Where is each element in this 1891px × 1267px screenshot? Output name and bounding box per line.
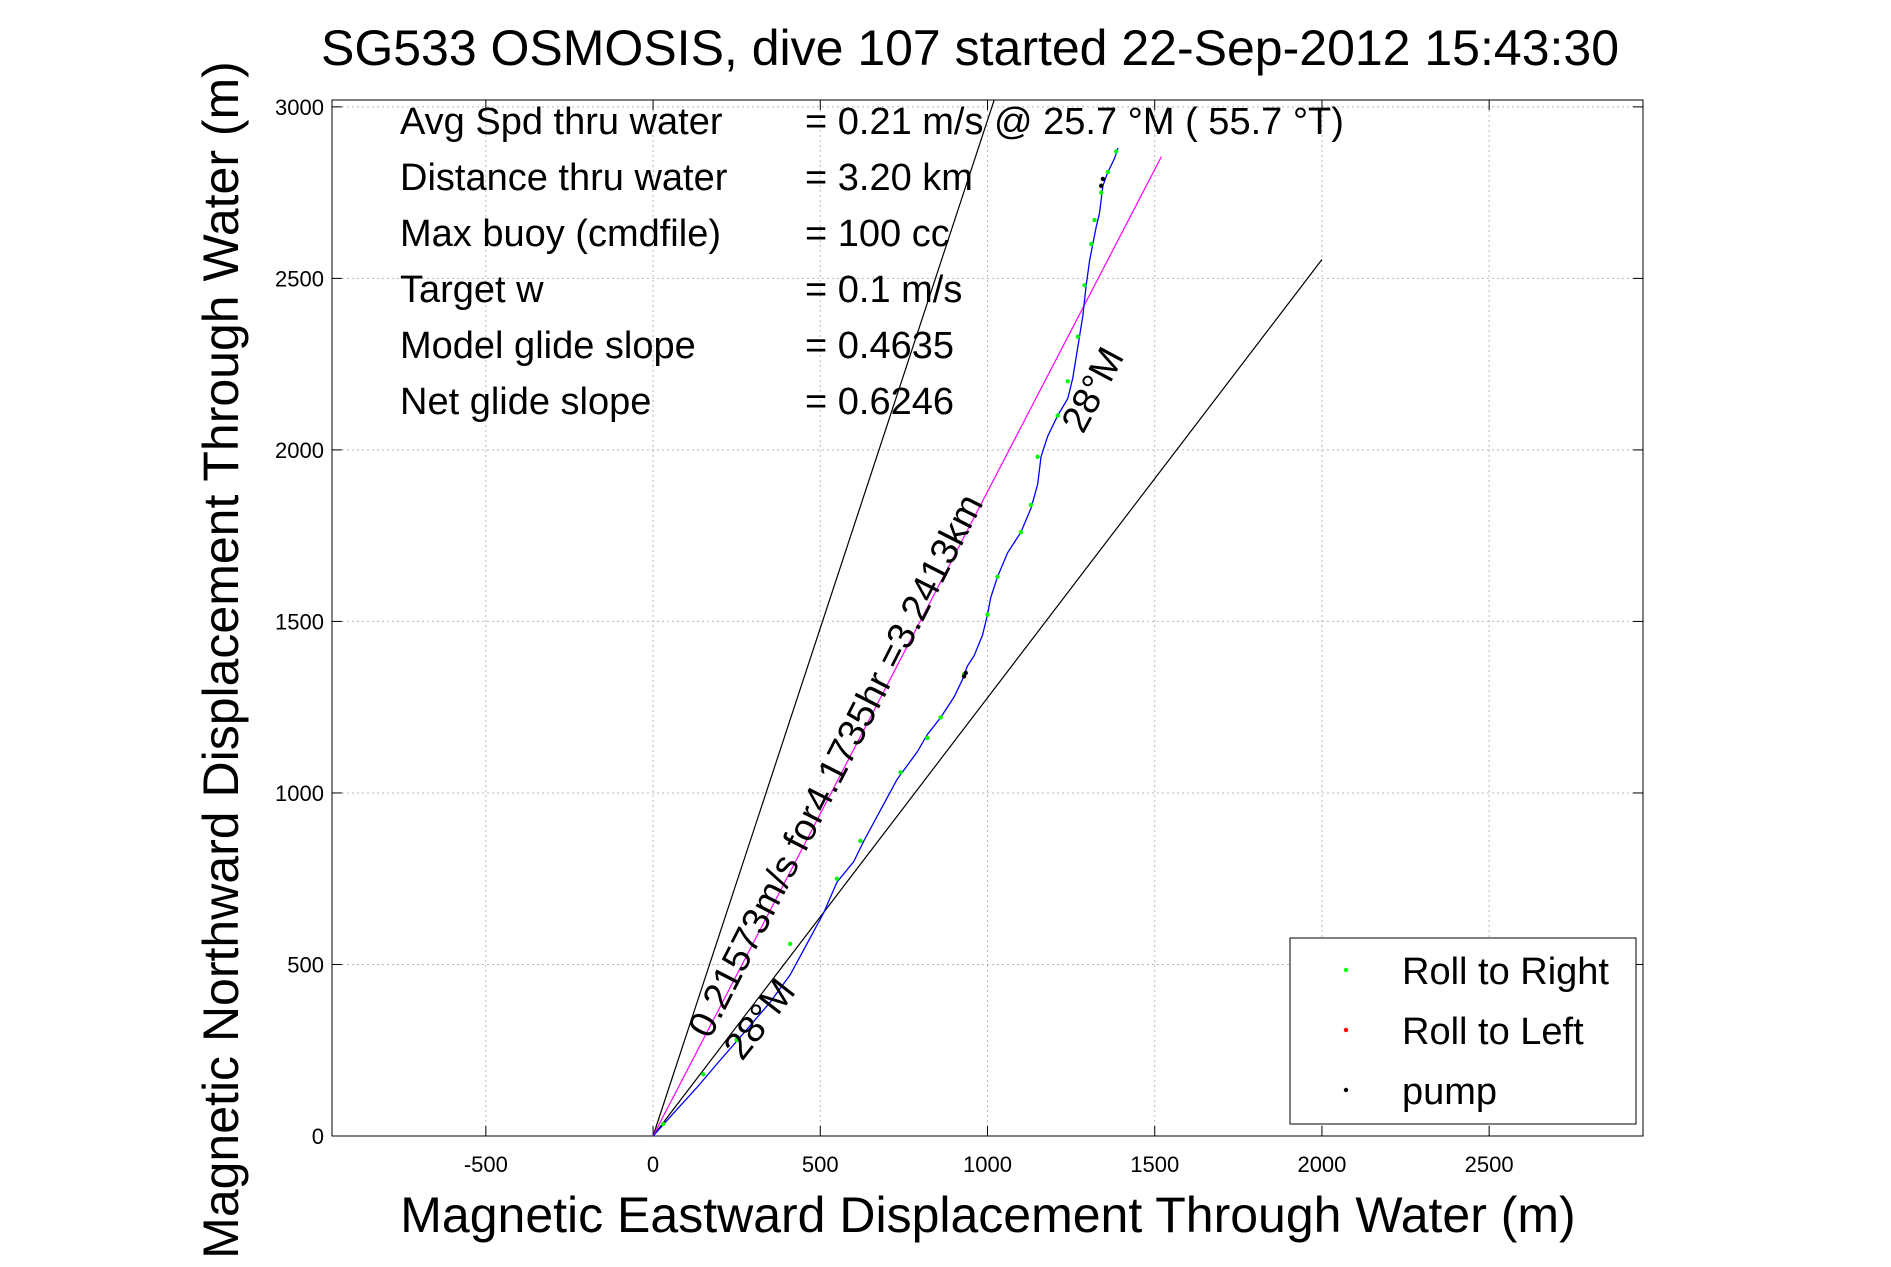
roll-to-right-marker (701, 1072, 706, 1077)
speed-annotation: 0.21573m/s for4.1735hr =3.2413km (681, 488, 992, 1044)
info-label: Distance thru water (400, 157, 728, 199)
roll-to-right-marker (1099, 190, 1104, 195)
pump-marker (1099, 183, 1104, 188)
roll-to-right-marker (995, 574, 1000, 580)
legend-marker (1343, 1027, 1349, 1033)
roll-to-right-marker (1114, 149, 1119, 154)
info-label: Avg Spd thru water (400, 101, 723, 143)
roll-to-right-marker (925, 735, 930, 741)
roll-to-right-marker (1105, 169, 1111, 175)
y-tick-label: 0 (312, 1124, 324, 1149)
roll-to-right-marker (660, 1121, 666, 1127)
x-tick-label: 2000 (1297, 1152, 1346, 1177)
roll-to-right-marker (1088, 241, 1094, 247)
x-tick-label: 2500 (1465, 1152, 1514, 1177)
info-value: = 0.6246 (805, 381, 954, 423)
pump-marker (963, 670, 968, 676)
y-axis-label: Magnetic Northward Displacement Through … (193, 61, 249, 1259)
reference-line (652, 156, 1162, 1137)
axes: -500 0 500 1000 1500 2000 2500 0 500 1000 1500 2000… (275, 95, 1644, 1177)
roll-to-right-marker (938, 715, 943, 720)
roll-to-right-marker (1092, 217, 1097, 223)
roll-to-right-marker (858, 838, 863, 844)
info-label: Max buoy (cmdfile) (400, 213, 721, 255)
info-label: Net glide slope (400, 381, 651, 423)
roll-to-right-marker (1082, 283, 1087, 288)
x-tick-label: 0 (647, 1152, 659, 1177)
roll-to-right-marker (1035, 454, 1040, 459)
y-tick-label: 3000 (275, 95, 324, 120)
reference-lines (652, 99, 1323, 1137)
x-tick-label: 1000 (963, 1152, 1012, 1177)
info-label: Target w (400, 269, 544, 311)
y-tick-label: 2000 (275, 438, 324, 463)
roll-to-right-marker (1018, 530, 1024, 535)
reference-line (652, 259, 1323, 1137)
y-tick-label: 1500 (275, 609, 324, 634)
info-value: = 100 cc (805, 213, 950, 255)
legend-marker (1343, 967, 1349, 973)
legend-marker (1343, 1087, 1349, 1093)
roll-to-right-marker (1055, 413, 1060, 418)
roll-to-right-marker (1065, 379, 1070, 384)
pump-marker (1100, 176, 1106, 182)
y-tick-label: 500 (287, 952, 324, 977)
chart-title: SG533 OSMOSIS, dive 107 started 22-Sep-2… (321, 20, 1619, 76)
y-tick-label: 2500 (275, 266, 324, 291)
info-value: = 3.20 km (805, 157, 973, 199)
x-tick-label: 1500 (1130, 1152, 1179, 1177)
legend-label: Roll to Right (1402, 951, 1609, 993)
series-layer (652, 147, 1119, 1137)
info-value: = 0.4635 (805, 325, 954, 367)
marker-layer (660, 149, 1119, 1127)
x-axis-label: Magnetic Eastward Displacement Through W… (400, 1187, 1575, 1243)
info-value: = 0.21 m/s @ 25.7 °M ( 55.7 °T) (805, 101, 1344, 143)
roll-to-right-marker (734, 1037, 739, 1043)
roll-to-right-marker (985, 612, 990, 617)
legend-label: Roll to Left (1402, 1011, 1584, 1053)
roll-to-right-marker (834, 876, 840, 881)
roll-to-right-marker (787, 941, 793, 947)
reference-line (652, 99, 995, 1137)
heading-annotation-high: 28°M (1054, 341, 1133, 439)
roll-to-right-marker (898, 770, 903, 775)
y-tick-label: 1000 (275, 781, 324, 806)
track-line (652, 147, 1119, 1137)
legend: Roll to Right Roll to Left pump (1289, 937, 1637, 1125)
x-tick-label: -500 (464, 1152, 508, 1177)
roll-to-right-marker (1028, 502, 1034, 507)
info-label: Model glide slope (400, 325, 696, 367)
x-tick-label: 500 (802, 1152, 839, 1177)
pump-marker (961, 674, 967, 679)
legend-label: pump (1402, 1071, 1497, 1113)
roll-to-right-marker (1075, 334, 1080, 339)
info-value: = 0.1 m/s (805, 269, 962, 311)
